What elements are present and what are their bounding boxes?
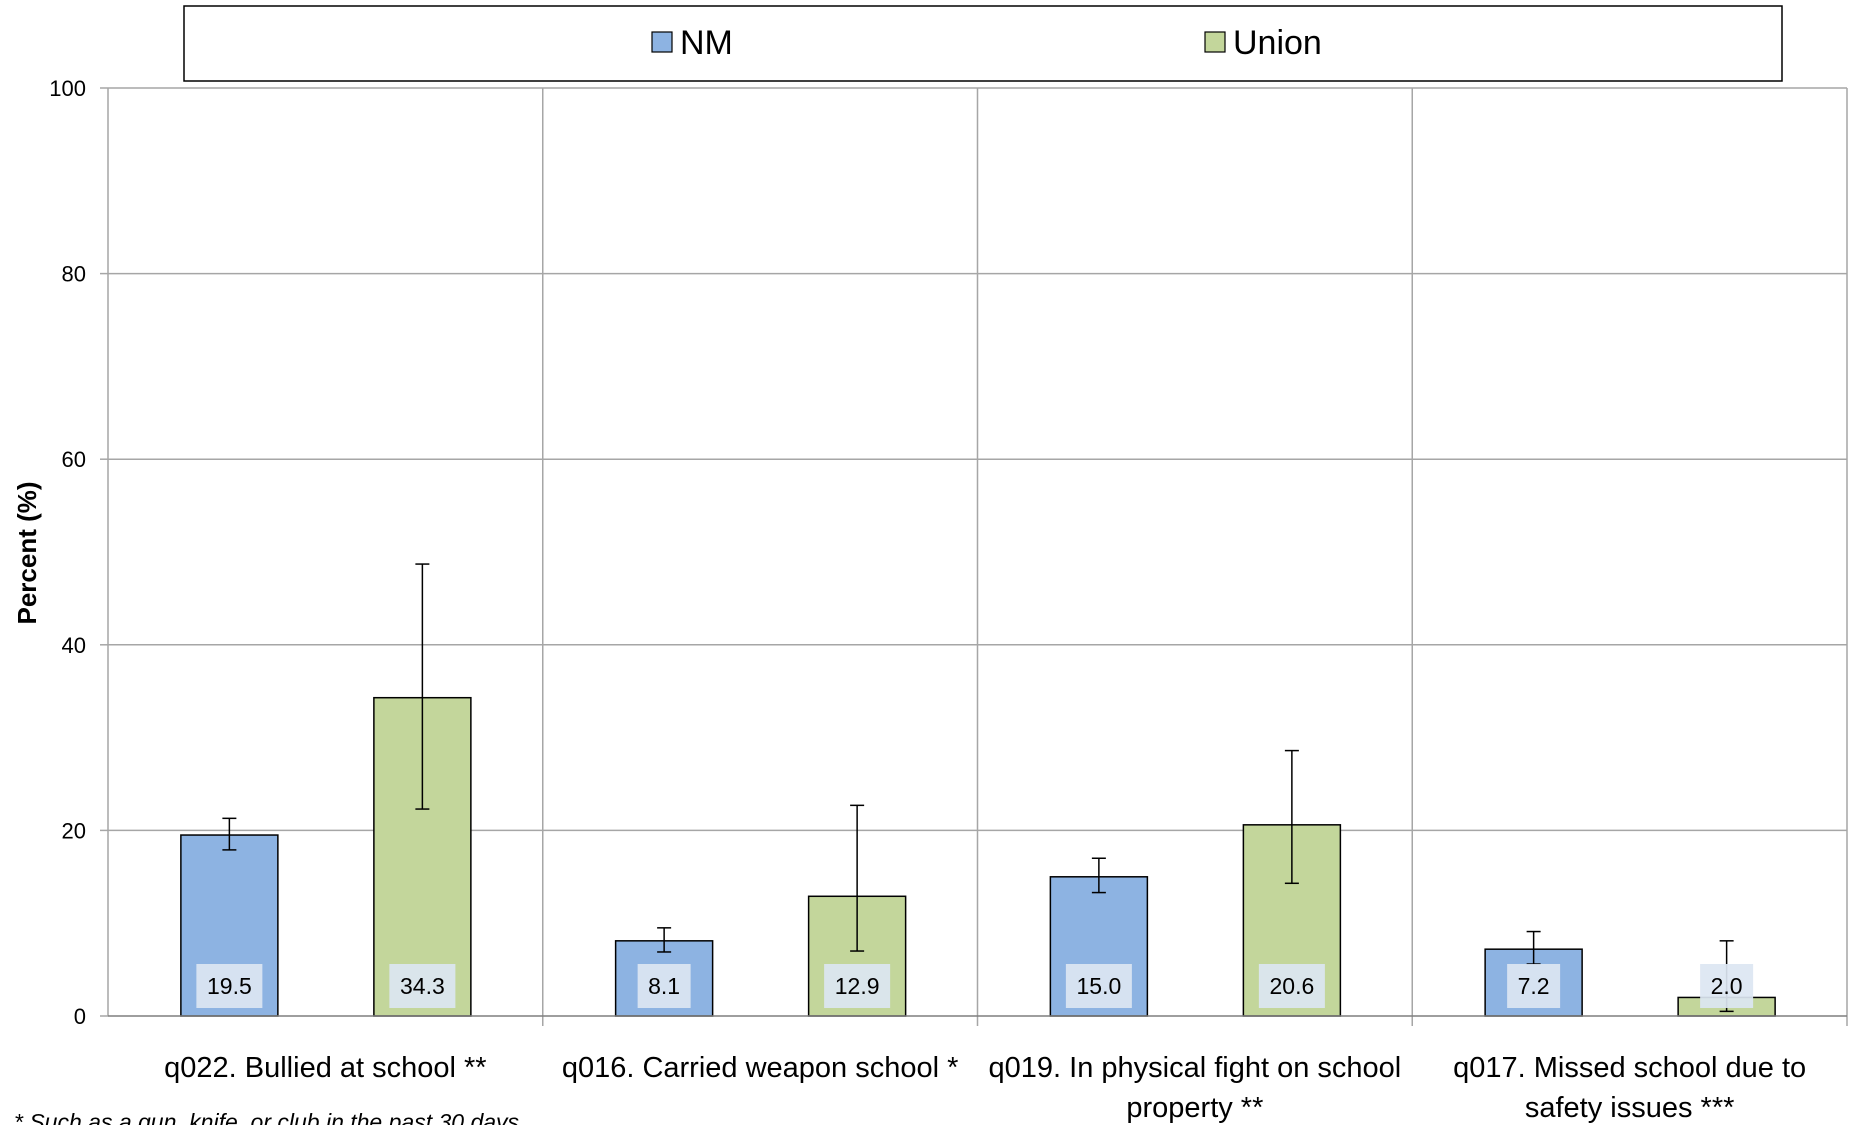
y-axis-title: Percent (%) [12,481,42,624]
data-label-box [1700,964,1754,1008]
data-label-union: 20.6 [1269,973,1314,999]
data-label-box [1258,964,1325,1008]
y-tick-label: 40 [62,633,86,658]
data-label-box [637,964,691,1008]
data-label-nm: 15.0 [1076,973,1121,999]
y-tick-label: 80 [62,262,86,287]
y-tick-label: 60 [62,447,86,472]
x-category-label: q022. Bullied at school ** [164,1052,486,1084]
legend: NM Union [183,5,1783,82]
legend-swatch-union [1204,31,1226,53]
y-tick-label: 0 [74,1004,86,1029]
x-category-label: q019. In physical fight on school [989,1052,1402,1084]
y-tick-label: 100 [49,76,86,101]
grid-layer [107,87,1848,1026]
data-label-box [824,964,891,1008]
x-category-label: q016. Carried weapon school * [562,1052,959,1084]
data-label-union: 2.0 [1711,973,1743,999]
data-label-nm: 7.2 [1518,973,1550,999]
legend-label-union: Union [1233,24,1322,62]
data-label-box [1507,964,1561,1008]
legend-frame [183,5,1783,82]
y-tick-label: 20 [62,818,86,843]
data-label-box [1065,964,1132,1008]
data-label-nm: 8.1 [648,973,680,999]
bars-layer: 19.5 8.1 15.0 7.2 34.3 12.9 20.6 2.0 [180,563,1776,1017]
legend-swatch-nm [651,31,673,53]
data-label-union: 34.3 [400,973,445,999]
footnote: * Such as a gun, knife, or club in the p… [14,1109,520,1125]
legend-label-nm: NM [680,24,733,62]
data-label-union: 12.9 [835,973,880,999]
axis-layer: 0 20 40 60 80 100 q022. Bullied at school ** q0… [49,76,1847,1124]
data-label-nm: 19.5 [207,973,252,999]
x-category-label: property ** [1126,1092,1263,1124]
x-category-label: safety issues *** [1525,1092,1735,1124]
data-label-box [389,964,456,1008]
x-category-label: q017. Missed school due to [1453,1052,1806,1084]
data-label-box [196,964,263,1008]
